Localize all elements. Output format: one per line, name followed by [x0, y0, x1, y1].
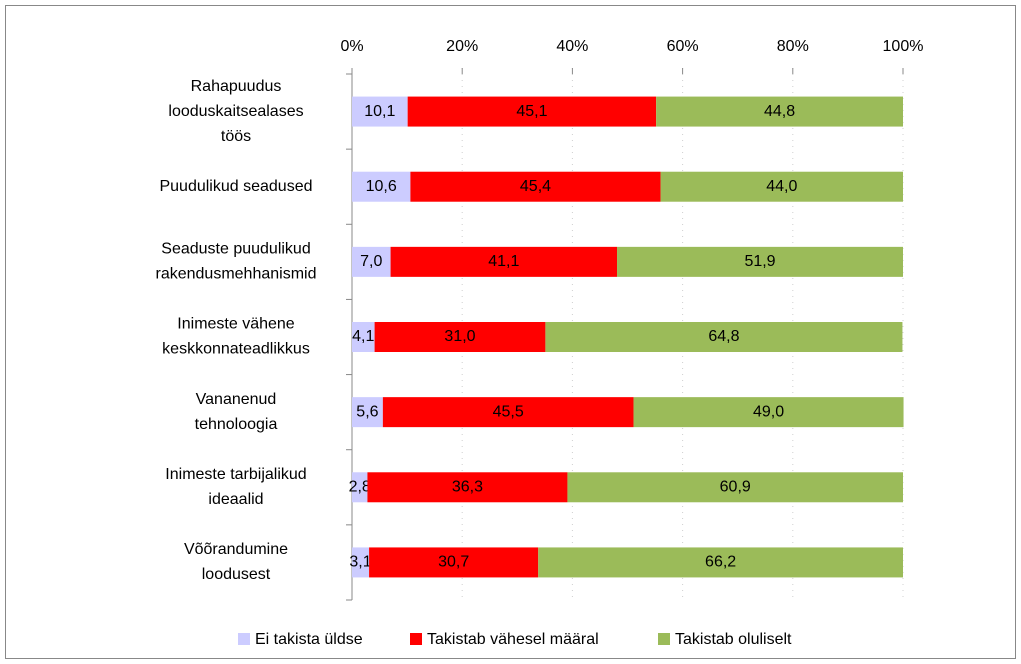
- category-label: Vananenud: [196, 391, 277, 408]
- data-label: 30,7: [438, 554, 469, 571]
- data-label: 41,1: [488, 253, 519, 270]
- data-label: 36,3: [452, 479, 483, 496]
- data-label: 10,6: [366, 178, 397, 195]
- bar-segment: [538, 547, 903, 578]
- bar-segment: [352, 171, 411, 202]
- bar-segment: [352, 397, 383, 428]
- x-tick-label: 40%: [556, 38, 588, 55]
- data-label: 64,8: [708, 328, 739, 345]
- data-label: 31,0: [444, 328, 475, 345]
- x-tick-label: 20%: [446, 38, 478, 55]
- bar-segment: [352, 246, 391, 277]
- bar-segment: [656, 96, 903, 127]
- data-label: 7,0: [360, 253, 382, 270]
- data-label: 51,9: [744, 253, 775, 270]
- data-label: 45,4: [520, 178, 551, 195]
- bar-segment: [617, 246, 903, 277]
- category-label: looduskaitsealases: [168, 103, 303, 120]
- legend-label: Takistab oluliselt: [675, 631, 792, 648]
- category-label: loodusest: [202, 566, 271, 583]
- x-tick-label: 80%: [777, 38, 809, 55]
- bar-segment: [410, 171, 661, 202]
- data-label: 45,5: [493, 403, 524, 420]
- bar-segment: [352, 96, 408, 127]
- category-label: Võõrandumine: [184, 541, 288, 558]
- legend-swatch: [658, 633, 670, 645]
- category-label: tehnoloogia: [195, 416, 278, 433]
- data-label: 60,9: [720, 479, 751, 496]
- data-label: 44,0: [766, 178, 797, 195]
- category-label: keskkonnateadlikkus: [162, 341, 310, 358]
- bar-segment: [352, 547, 370, 578]
- bar-segment: [352, 322, 375, 352]
- data-label: 44,8: [764, 103, 795, 120]
- data-label: 4,1: [352, 328, 374, 345]
- bar-segment: [374, 322, 546, 352]
- bar-segment: [382, 397, 634, 428]
- legend-swatch: [410, 633, 422, 645]
- bar-segment: [390, 246, 618, 277]
- data-label: 2,8: [349, 479, 371, 496]
- x-tick-label: 100%: [883, 38, 924, 55]
- data-label: 45,1: [516, 103, 547, 120]
- category-label: rakendusmehhanismid: [156, 266, 317, 283]
- legend-label: Ei takista üldse: [255, 631, 363, 648]
- bar-segment: [407, 96, 657, 127]
- category-label: töös: [221, 128, 251, 145]
- bar-segment: [567, 472, 903, 503]
- bar-segment: [545, 322, 903, 352]
- category-label: Puudulikud seadused: [159, 178, 312, 195]
- category-label: Inimeste tarbijalikud: [165, 466, 306, 483]
- category-label: Seaduste puudulikud: [161, 241, 310, 258]
- data-label: 5,6: [356, 403, 378, 420]
- data-label: 66,2: [705, 554, 736, 571]
- legend-label: Takistab vähesel määral: [427, 631, 599, 648]
- bar-segment: [367, 472, 568, 503]
- legend-swatch: [238, 633, 250, 645]
- category-label: ideaalid: [208, 491, 263, 508]
- category-label: Inimeste vähene: [177, 316, 295, 333]
- bar-segment: [660, 171, 903, 202]
- x-tick-label: 60%: [667, 38, 699, 55]
- data-label: 49,0: [753, 403, 784, 420]
- bar-segment: [352, 472, 368, 503]
- x-tick-label: 0%: [340, 38, 363, 55]
- data-label: 10,1: [364, 103, 395, 120]
- data-label: 3,1: [349, 554, 371, 571]
- bar-segment: [369, 547, 539, 578]
- bar-segment: [633, 397, 904, 428]
- category-label: Rahapuudus: [191, 78, 282, 95]
